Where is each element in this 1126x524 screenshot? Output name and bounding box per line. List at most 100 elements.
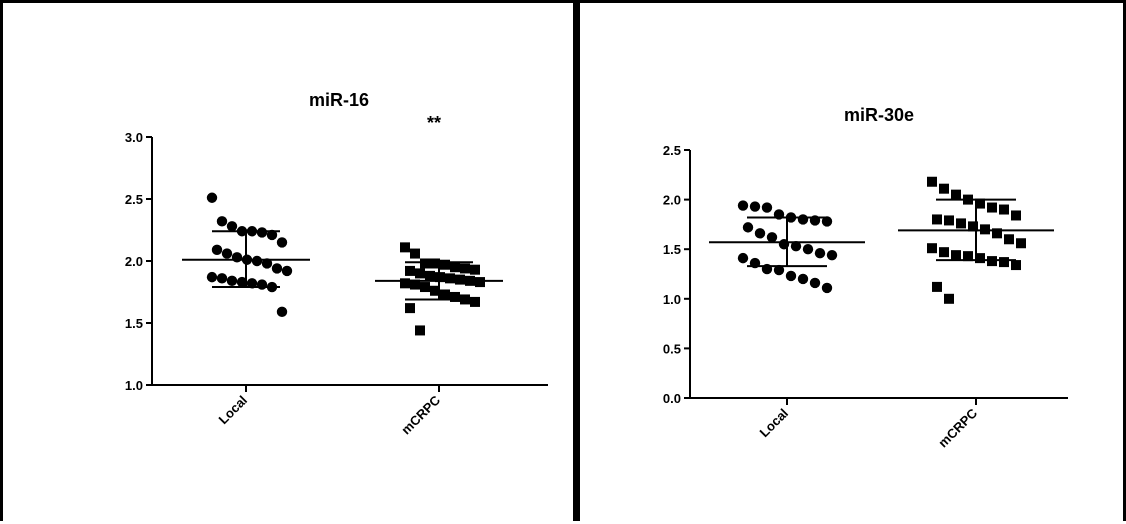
data-point	[987, 202, 997, 213]
data-point	[951, 189, 961, 200]
y-tick-label: 2.5	[663, 143, 681, 158]
data-point	[737, 200, 749, 211]
data-point	[944, 215, 954, 226]
data-point	[455, 274, 465, 285]
y-tick-label: 2.0	[125, 254, 143, 269]
data-point	[420, 258, 430, 269]
data-point	[975, 198, 985, 209]
data-point	[415, 325, 425, 336]
data-point	[1016, 238, 1026, 249]
data-point	[1011, 210, 1021, 221]
data-point	[821, 216, 833, 227]
chart-title: miR-30e	[844, 105, 914, 125]
data-point	[440, 259, 450, 270]
data-point	[216, 216, 228, 227]
data-point	[460, 263, 470, 274]
y-tick-label: 2.0	[663, 193, 681, 208]
data-point	[405, 303, 415, 314]
data-point	[999, 257, 1009, 268]
data-point	[470, 264, 480, 275]
chart-title: miR-16	[309, 90, 369, 110]
data-point	[251, 255, 263, 267]
data-point	[968, 221, 978, 232]
data-point	[975, 253, 985, 264]
data-point	[470, 296, 480, 307]
data-point	[944, 293, 954, 304]
chart-panel-mir-30e: miR-30e 0.0 0.5 1.0 1.5 2.0 2.5 Local mCRPC	[574, 0, 1126, 521]
data-point	[276, 237, 288, 248]
data-point	[420, 282, 430, 293]
data-point	[231, 252, 243, 263]
x-tick-label: mCRPC	[935, 405, 980, 450]
data-point	[1004, 234, 1014, 245]
y-tick-label: 1.5	[125, 316, 143, 331]
data-point	[932, 214, 942, 225]
data-point	[440, 289, 450, 300]
data-point	[400, 242, 410, 253]
data-point	[754, 228, 766, 239]
data-point	[430, 258, 440, 269]
data-point	[256, 279, 268, 290]
chart-mir-16: miR-16 ** 1.0 1.5 2.0 2.5 3.0 Local mCRPC	[125, 90, 548, 437]
data-point	[256, 227, 268, 238]
data-point	[802, 244, 814, 255]
data-point	[425, 270, 435, 281]
y-tick-label: 1.5	[663, 242, 681, 257]
data-point	[749, 201, 761, 212]
data-point	[246, 278, 258, 289]
chart-mir-30e: miR-30e 0.0 0.5 1.0 1.5 2.0 2.5 Local mCRPC	[663, 105, 1068, 450]
data-point	[809, 277, 821, 289]
y-tick-label: 3.0	[125, 130, 143, 145]
data-point	[1011, 260, 1021, 271]
data-point	[785, 270, 797, 282]
x-tick-label: Local	[756, 406, 791, 441]
data-point	[410, 279, 420, 290]
data-point	[276, 306, 288, 318]
y-tick-label: 2.5	[125, 192, 143, 207]
data-point	[742, 222, 754, 233]
x-tick-label: mCRPC	[398, 392, 443, 437]
data-point	[951, 250, 961, 261]
data-point	[766, 232, 778, 243]
data-point	[450, 291, 460, 302]
data-point	[939, 183, 949, 194]
data-point	[206, 192, 218, 203]
data-point	[737, 252, 749, 264]
data-point	[761, 202, 773, 213]
data-point	[226, 221, 238, 232]
data-point	[932, 281, 942, 292]
data-point	[410, 248, 420, 259]
data-point	[956, 218, 966, 229]
data-point	[430, 285, 440, 296]
chart-panel-mir-16: miR-16 ** 1.0 1.5 2.0 2.5 3.0 Local mCRPC	[0, 0, 576, 521]
data-point	[773, 264, 785, 276]
data-point	[927, 176, 937, 187]
data-point	[405, 265, 415, 276]
data-point	[206, 271, 218, 283]
data-point	[281, 265, 293, 277]
data-point	[216, 273, 228, 284]
data-point	[992, 228, 1002, 239]
data-point	[826, 249, 838, 261]
data-point	[790, 241, 802, 252]
data-point	[226, 275, 238, 287]
data-point	[450, 262, 460, 273]
data-point	[814, 247, 826, 259]
data-point	[963, 251, 973, 262]
data-point	[266, 229, 278, 241]
x-tick-label: Local	[215, 393, 250, 428]
data-point	[261, 258, 273, 269]
data-point	[927, 243, 937, 254]
data-point	[211, 244, 223, 256]
y-tick-label: 1.0	[663, 292, 681, 307]
data-point	[236, 276, 248, 288]
data-point	[445, 273, 455, 284]
data-point	[271, 263, 283, 274]
y-tick-label: 1.0	[125, 378, 143, 393]
y-tick-label: 0.5	[663, 341, 681, 356]
data-point	[797, 273, 809, 285]
data-point	[939, 247, 949, 258]
data-point	[475, 277, 485, 288]
data-point	[999, 204, 1009, 215]
significance-annotation: **	[427, 113, 441, 133]
